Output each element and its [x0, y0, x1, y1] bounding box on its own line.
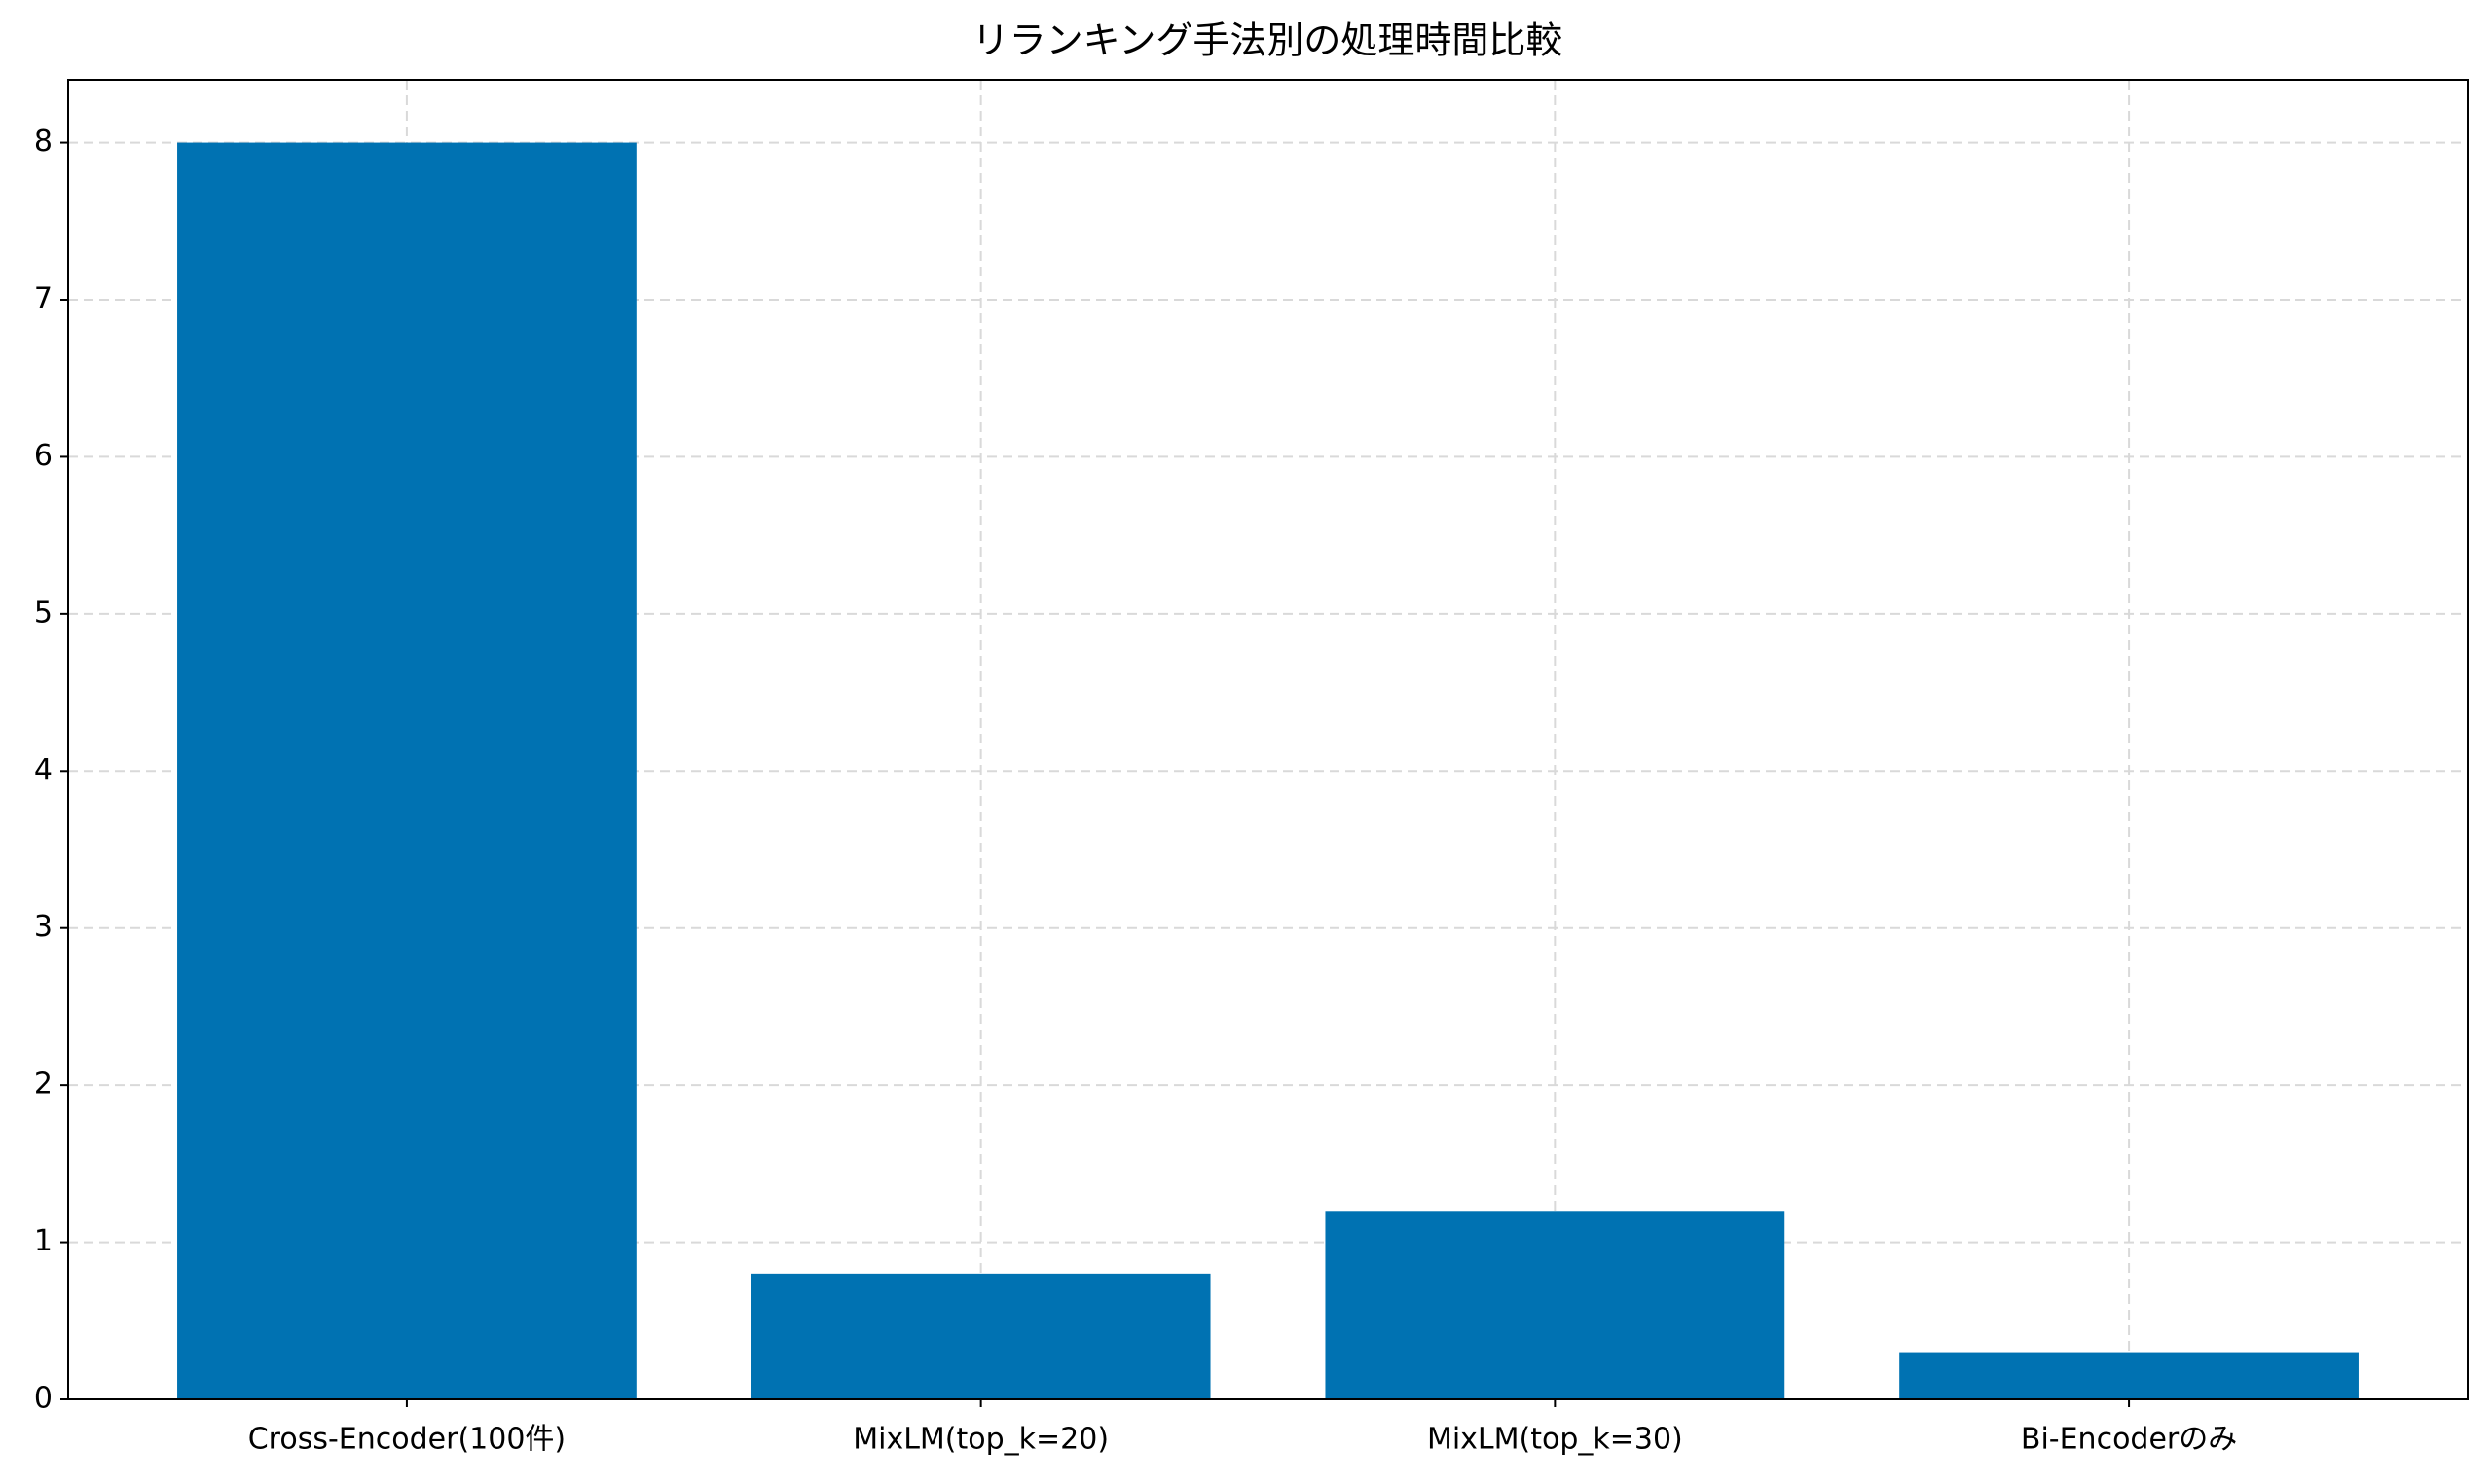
y-tick-label: 7	[34, 282, 53, 316]
bar	[751, 1273, 1211, 1399]
y-tick-label: 2	[34, 1068, 53, 1102]
y-tick-label: 3	[34, 910, 53, 944]
bar	[1325, 1211, 1785, 1399]
x-tick-label: Cross-Encoder(100件)	[248, 1423, 566, 1457]
y-tick-label: 0	[34, 1382, 53, 1416]
chart-title: リランキング手法別の処理時間比較	[972, 19, 1563, 62]
x-tick-label: MixLM(top_k=20)	[853, 1423, 1109, 1457]
plot-frame	[67, 79, 2469, 1400]
y-tick-label: 8	[34, 125, 53, 159]
y-tick-label: 6	[34, 439, 53, 473]
x-tick-label: Bi-Encoderのみ	[2021, 1423, 2237, 1457]
bar	[1899, 1352, 2359, 1399]
x-tick-label: MixLM(top_k=30)	[1427, 1423, 1683, 1457]
bar	[177, 142, 637, 1400]
y-tick-label: 1	[34, 1224, 53, 1258]
y-tick-label: 5	[34, 596, 53, 630]
y-tick-label: 4	[34, 753, 53, 787]
